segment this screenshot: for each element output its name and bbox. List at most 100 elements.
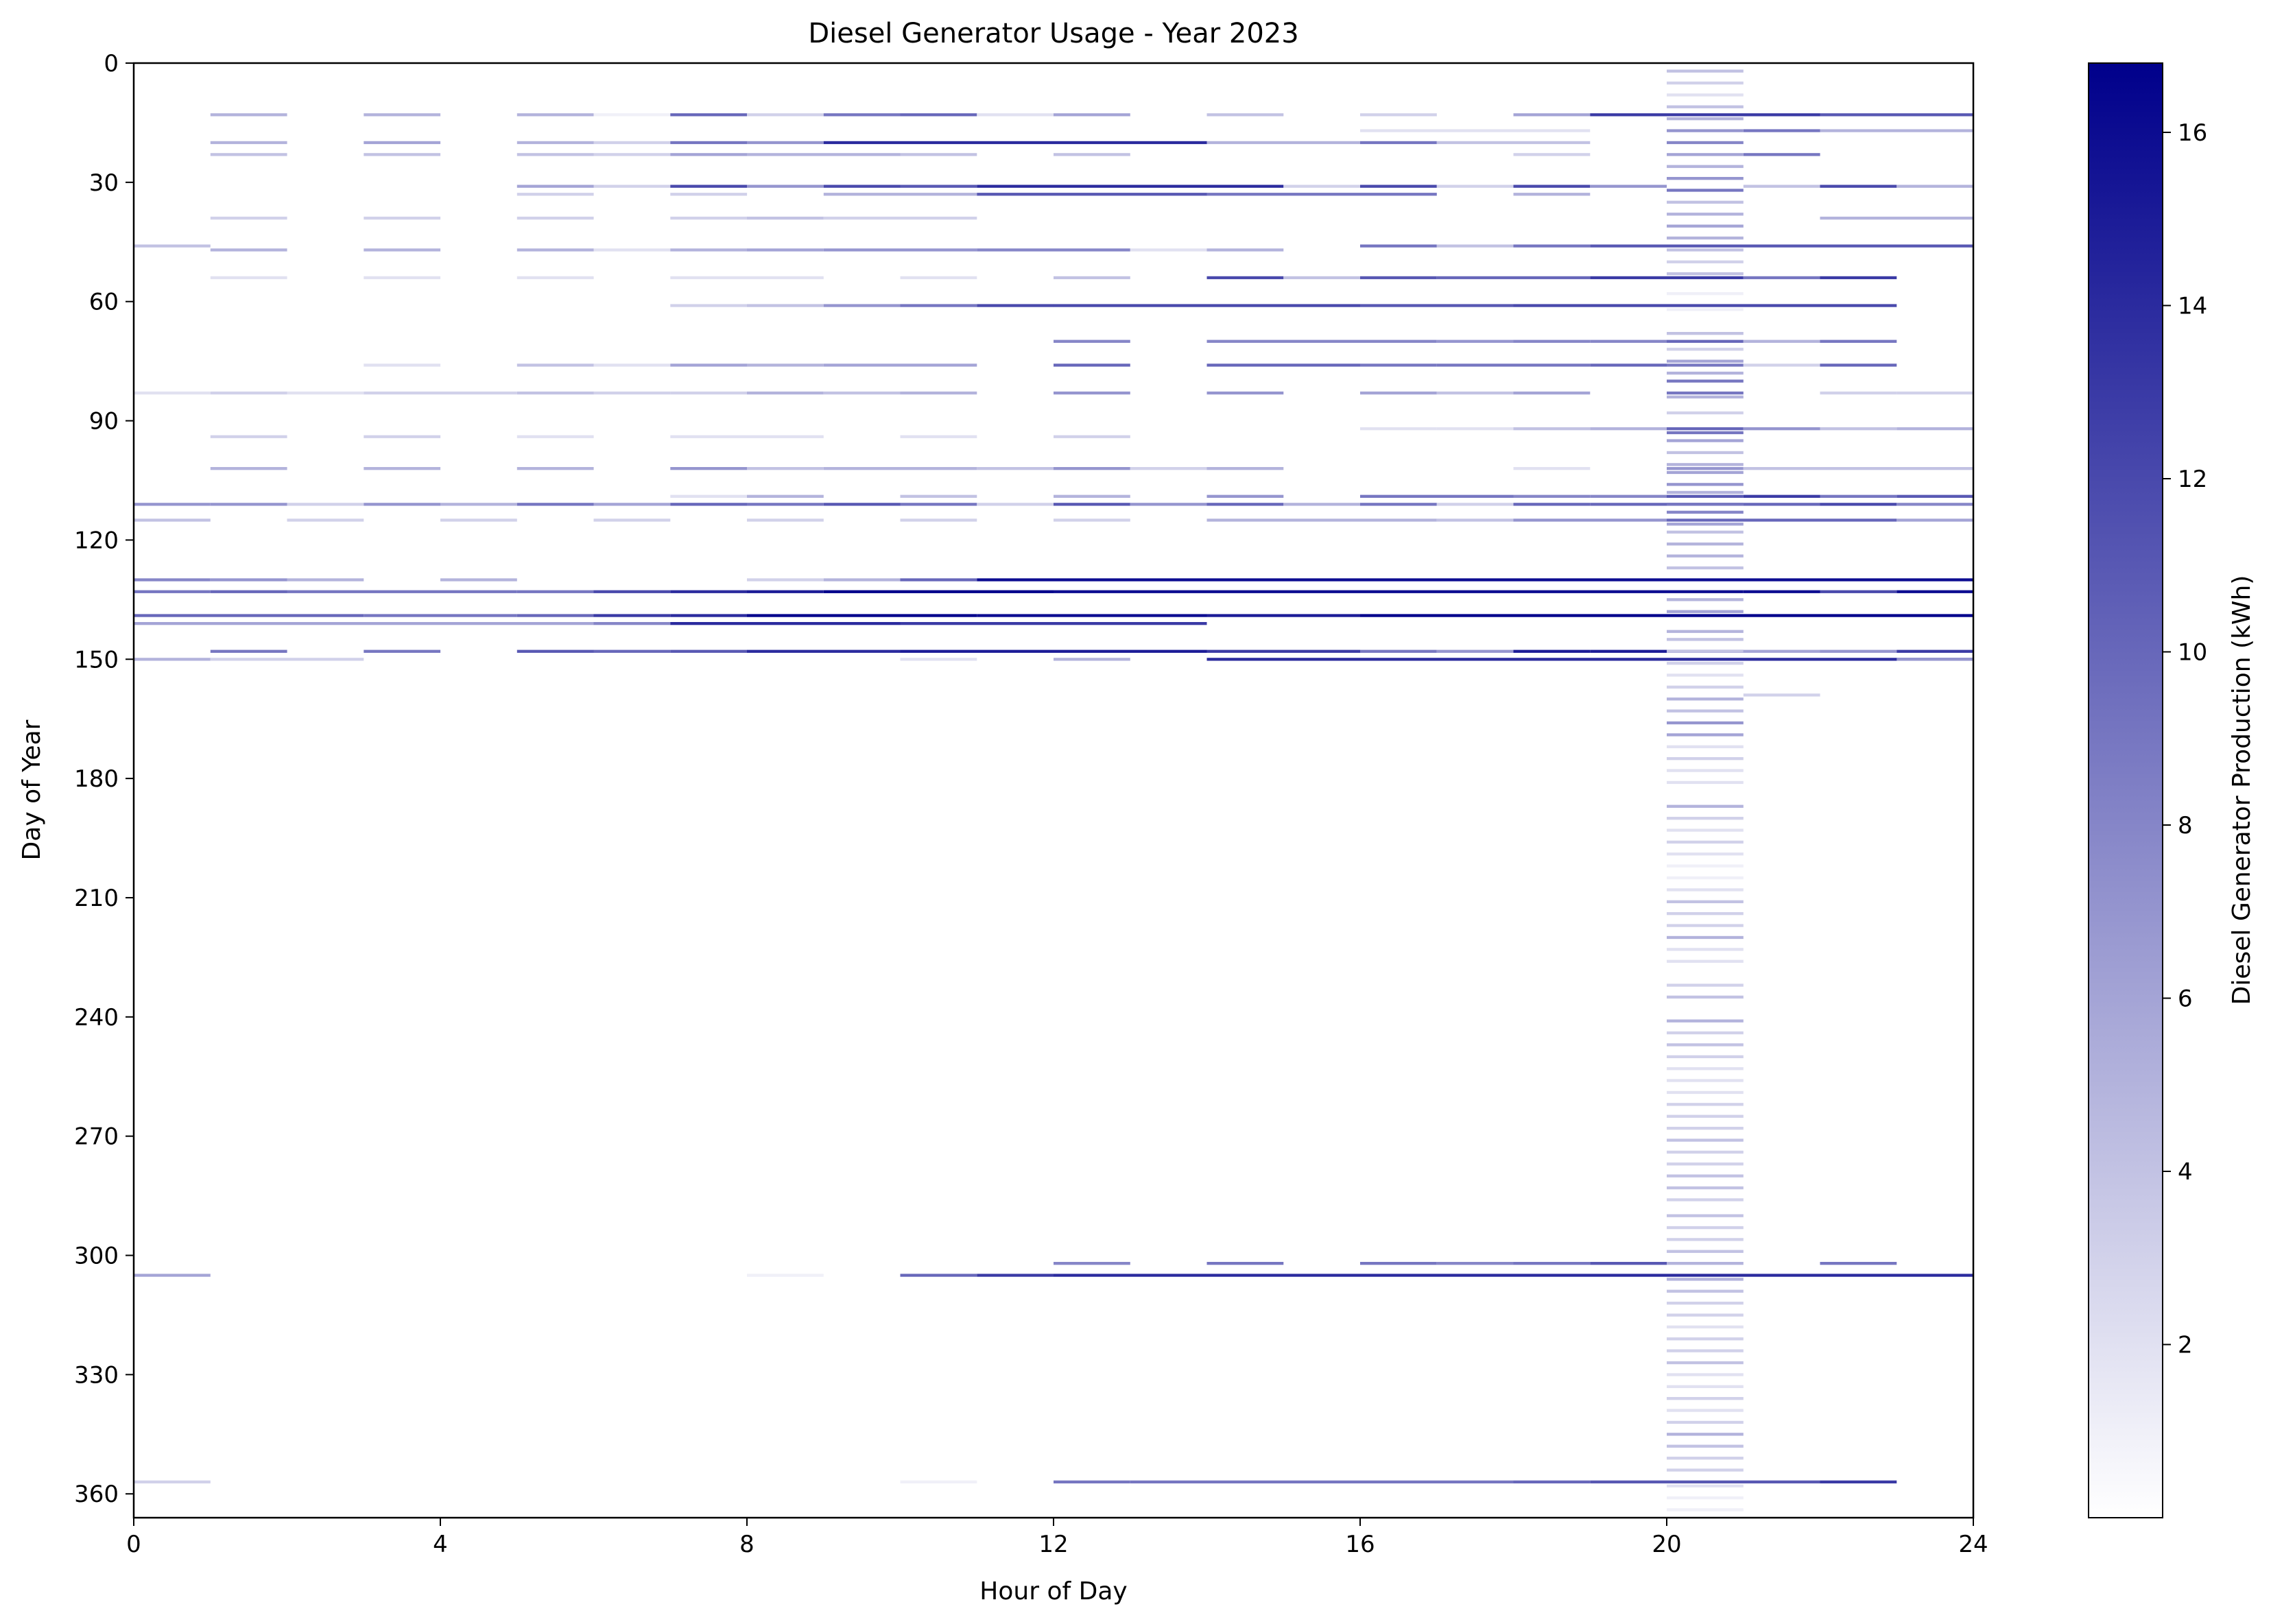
colorbar-tick-label: 6 [2178,986,2193,1013]
heatmap-cell [210,153,287,156]
heatmap-cell [1667,93,1744,97]
heatmap-cell [134,622,594,625]
heatmap-cell [1667,638,1744,641]
heatmap-cell [1667,828,1744,832]
heatmap-cell [1054,113,1130,117]
heatmap-cell [1054,658,1130,661]
heatmap-cell [900,435,977,438]
heatmap-cell [823,590,1054,593]
heatmap-cell [134,244,211,248]
heatmap-cell [1513,518,1667,522]
heatmap-cell [364,153,441,156]
heatmap-cell [1667,427,1744,431]
heatmap-cell [287,590,517,593]
heatmap-cell [670,304,748,307]
heatmap-cell [823,578,901,582]
heatmap-cell [1513,649,1591,653]
heatmap-cell [134,503,211,506]
heatmap-cell [1667,105,1744,108]
heatmap-cell [1436,141,1591,145]
heatmap-cell [516,141,594,145]
heatmap-cell [1590,1480,1820,1483]
heatmap-cell [1667,503,1744,506]
heatmap-cell [1054,153,1130,156]
heatmap-cell [516,503,594,506]
heatmap-cell [1667,69,1744,73]
heatmap-cell [593,391,671,395]
heatmap-cell [900,184,977,188]
heatmap-cell [1667,391,1744,395]
heatmap-cell [1360,363,1437,367]
heatmap-cell [1206,363,1360,367]
heatmap-cell [747,467,824,470]
heatmap-cell [1743,693,1820,697]
heatmap-cell [1897,391,1974,395]
heatmap-cell [1360,503,1437,506]
heatmap-cell [1667,780,1744,785]
heatmap-cell [747,391,824,395]
x-tick-label: 12 [1038,1531,1068,1558]
heatmap-cell [1667,912,1744,916]
heatmap-cell [1667,117,1744,121]
heatmap-cell [1054,467,1130,470]
heatmap-cell [670,248,748,252]
heatmap-cell [210,113,287,117]
heatmap-cell [670,276,748,280]
heatmap-cell [1667,1114,1744,1118]
heatmap-cell [1436,339,1514,343]
heatmap-cell [1360,1262,1437,1265]
heatmap-cell [823,391,901,395]
heatmap-cell [1360,113,1437,117]
heatmap-cell [1206,518,1360,522]
heatmap-cell [1054,276,1130,280]
heatmap-cell [287,578,364,582]
heatmap-cell [1667,129,1744,132]
heatmap-cell [593,153,671,156]
heatmap-cell [747,153,901,156]
heatmap-cell [900,391,977,395]
colorbar-tick-label: 2 [2178,1332,2193,1359]
heatmap-cell [1436,427,1514,431]
heatmap-cell [1590,427,1667,431]
heatmap-cell [210,391,287,395]
heatmap-cell [1054,590,1207,593]
heatmap-cell [670,467,748,470]
heatmap-cell [1360,427,1437,431]
y-tick-label: 30 [89,169,119,197]
heatmap-cell [1667,339,1744,343]
heatmap-cell [210,590,287,593]
heatmap-cell [1667,1019,1744,1023]
heatmap-cell [1667,451,1744,455]
heatmap-cell [670,193,748,196]
heatmap-cell [1360,184,1437,188]
heatmap-cell [134,658,211,661]
heatmap-cell [670,590,748,593]
heatmap-cell [593,113,671,117]
heatmap-cell [1667,995,1744,999]
heatmap-cell [1743,590,1820,593]
heatmap-cell [1667,1250,1744,1253]
heatmap-cell [900,1480,977,1483]
y-tick-label: 0 [104,50,119,77]
heatmap-cell [1743,184,1820,188]
heatmap-cell [1513,1262,1591,1265]
heatmap-cell [900,363,977,367]
heatmap-cell [210,467,287,470]
heatmap-cell [287,503,364,506]
heatmap-cell [1667,948,1744,951]
heatmap-cell [670,503,748,506]
heatmap-cell [1360,339,1437,343]
heatmap-cell [1667,1262,1744,1265]
heatmap-cell [1667,490,1744,494]
heatmap-cell [1436,649,1514,653]
heatmap-cell [1513,339,1591,343]
heatmap-cell [1667,530,1744,534]
heatmap-cell [900,658,977,661]
heatmap-cell [900,216,977,220]
heatmap-cell [210,435,287,438]
heatmap-cell [134,590,211,593]
heatmap-cell [1206,590,1514,593]
heatmap-cell [747,363,824,367]
heatmap-cell [823,363,901,367]
heatmap-cell [1667,1103,1744,1106]
